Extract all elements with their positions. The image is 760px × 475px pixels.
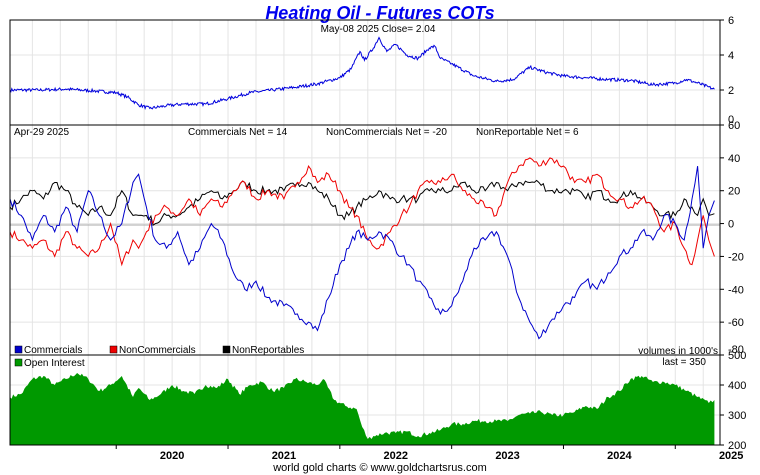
y-tick-label: 500 [728,350,746,362]
x-tick-label: 2023 [495,450,519,462]
oi-last-label: last = 350 [662,357,706,368]
commercials-line [9,166,715,340]
price-line [9,36,715,110]
noncommercials-net-label: NonCommercials Net = -20 [326,127,447,138]
commercials-legend-swatch [14,345,23,354]
y-tick-label: 60 [728,120,740,132]
cot-date-label: Apr-29 2025 [14,127,69,138]
open-interest-legend-label: Open Interest [24,358,85,369]
price-y-ticks: 6 4 2 0 [720,15,734,126]
price-gridlines [10,19,720,126]
y-tick-label: -80 [728,344,744,356]
noncommercials-legend-swatch [109,345,118,354]
oi-panel-frame [9,354,721,446]
commercials-legend-label: Commercials [24,345,82,356]
x-tick-label: 2025 [719,450,743,462]
commercials-net-label: Commercials Net = 14 [188,127,288,138]
y-tick-label: -60 [728,317,744,329]
y-tick-label: -40 [728,284,744,296]
y-tick-label: 20 [728,186,740,198]
x-tick-label: 2024 [607,450,632,462]
y-tick-label: 2 [728,85,734,97]
price-close-label: May-08 2025 Close= 2.04 [321,24,436,35]
price-panel: 6 4 2 0 May-08 2025 Close= 2.04 [9,15,734,126]
x-axis-year-labels: 2020 2021 2022 2023 2024 2025 [115,445,743,462]
noncommercials-line [9,157,715,267]
y-tick-label: 0 [728,219,734,231]
open-interest-area [10,373,715,445]
y-tick-label: -20 [728,251,744,263]
cot-panel: 60 40 20 0 -20 -40 -60 -80 Apr-29 2025 Commerci… [9,120,744,357]
chart-title: Heating Oil - Futures COTs [265,3,495,23]
volume-note: volumes in 1000's [638,346,718,357]
x-tick-label: 2022 [384,450,408,462]
y-tick-label: 6 [728,15,734,27]
cot-legend: Commercials NonCommercials NonReportable… [14,345,304,356]
y-tick-label: 200 [728,440,746,452]
nonreportables-legend-label: NonReportables [232,345,304,356]
nonreportables-legend-swatch [222,345,231,354]
nonreportables-line [9,179,715,227]
noncommercials-legend-label: NonCommercials [119,345,196,356]
cot-gridlines [10,124,720,356]
footer-credit: world gold charts © www.goldchartsrus.co… [273,462,487,474]
y-tick-label: 40 [728,153,740,165]
y-tick-label: 300 [728,410,746,422]
x-tick-label: 2021 [272,450,296,462]
open-interest-legend-swatch [14,358,23,367]
oi-y-ticks: 500 400 300 200 [720,350,746,452]
y-tick-label: 4 [728,50,734,62]
y-tick-label: 0 [728,114,734,126]
cot-y-ticks: 60 40 20 0 -20 -40 -60 -80 [720,120,744,356]
y-tick-label: 400 [728,380,746,392]
x-tick-label: 2020 [160,450,184,462]
nonreportables-net-label: NonReportable Net = 6 [476,127,579,138]
open-interest-panel: 500 400 300 200 Open Interest last = 350 [9,350,746,452]
